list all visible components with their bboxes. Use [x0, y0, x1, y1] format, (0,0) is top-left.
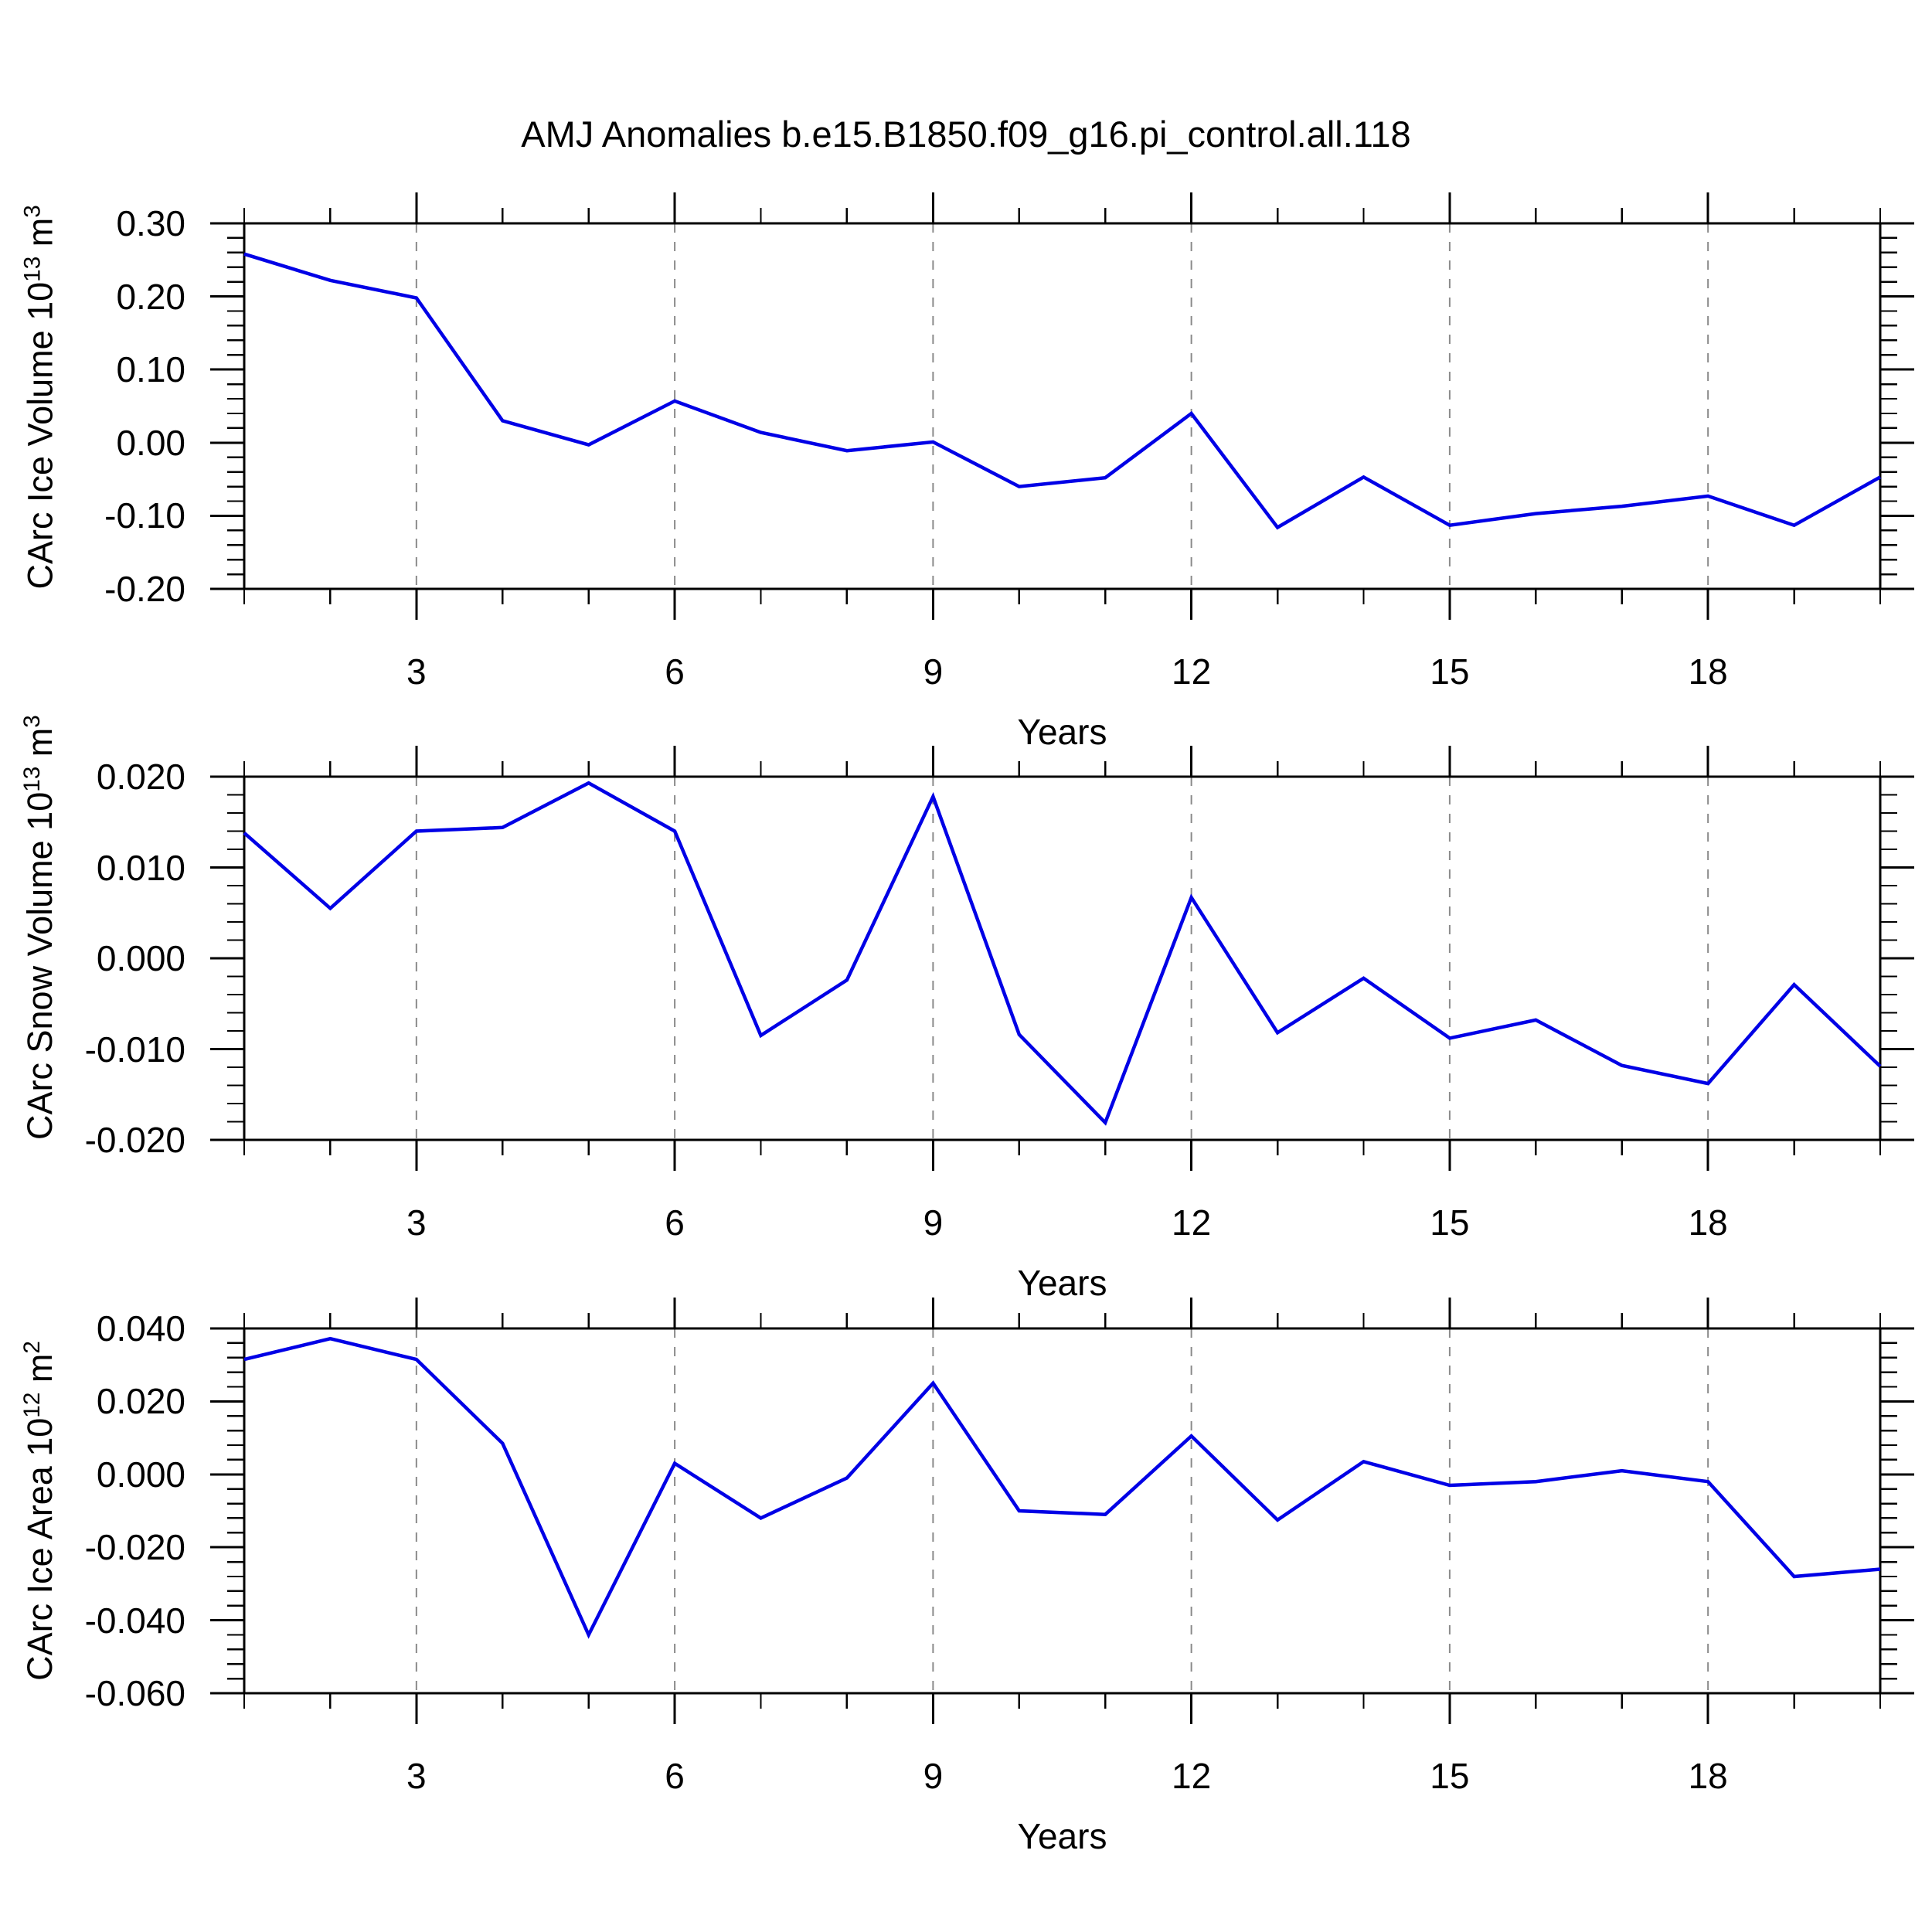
x-tick-label-ice-area: 6	[665, 1756, 685, 1796]
x-tick-label-ice-volume: 18	[1688, 651, 1728, 692]
x-axis-title-ice-volume: Years	[1017, 712, 1107, 752]
x-axis-title-ice-area: Years	[1017, 1816, 1107, 1856]
plot-box-ice-volume	[243, 222, 1882, 590]
x-tick-label-ice-volume: 3	[406, 651, 427, 692]
y-tick-label-snow-volume: 0.020	[96, 757, 185, 797]
y-tick-label-ice-area: 0.040	[96, 1308, 185, 1349]
y-tick-label-snow-volume: -0.020	[84, 1120, 185, 1160]
y-axis-title-text: m	[20, 727, 60, 767]
x-tick-label-ice-area: 9	[923, 1756, 944, 1796]
y-axis-title-superscript: 12	[19, 1392, 45, 1418]
x-tick-label-ice-area: 18	[1688, 1756, 1728, 1796]
x-tick-label-ice-area: 15	[1430, 1756, 1470, 1796]
y-axis-title-superscript: 3	[19, 204, 45, 218]
y-tick-label-ice-volume: -0.10	[104, 495, 185, 536]
data-line-ice-volume	[243, 252, 1882, 530]
y-tick-label-snow-volume: 0.000	[96, 938, 185, 978]
y-tick-label-ice-volume: 0.30	[116, 203, 185, 243]
y-tick-label-ice-volume: 0.00	[116, 422, 185, 463]
y-axis-title-superscript: 3	[19, 715, 45, 728]
x-tick-label-ice-volume: 9	[923, 651, 944, 692]
y-axis-title-ice-area: CArc Ice Area 1012 m2	[17, 1328, 63, 1693]
x-tick-label-ice-area: 3	[406, 1756, 427, 1796]
x-tick-label-snow-volume: 18	[1688, 1202, 1728, 1243]
y-tick-label-ice-area: 0.020	[96, 1381, 185, 1422]
x-tick-label-ice-volume: 15	[1430, 651, 1470, 692]
y-axis-title-superscript: 13	[19, 766, 45, 792]
y-axis-title-superscript: 13	[19, 256, 45, 282]
x-tick-label-snow-volume: 12	[1172, 1202, 1212, 1243]
x-tick-label-snow-volume: 9	[923, 1202, 944, 1243]
y-tick-label-ice-volume: -0.20	[104, 569, 185, 609]
x-tick-label-snow-volume: 3	[406, 1202, 427, 1243]
y-axis-title-snow-volume: CArc Snow Volume 1013 m3	[17, 715, 63, 1140]
ticks-snow-volume	[210, 746, 1914, 1171]
ticks-ice-area	[210, 1298, 1914, 1724]
y-tick-label-ice-area: 0.000	[96, 1454, 185, 1495]
data-line-ice-area	[243, 1336, 1881, 1639]
panel-ice-volume	[210, 192, 1914, 620]
y-axis-title-text: CArc Ice Volume 10	[20, 281, 60, 589]
gridlines-snow-volume	[415, 777, 1709, 1140]
ticks-ice-volume	[210, 192, 1914, 620]
x-tick-label-ice-volume: 12	[1172, 651, 1212, 692]
x-tick-label-ice-area: 12	[1172, 1756, 1212, 1796]
y-axis-title-text: CArc Ice Area 10	[20, 1417, 60, 1681]
y-tick-label-ice-volume: 0.20	[116, 276, 185, 317]
y-axis-title-superscript: 2	[19, 1341, 45, 1354]
x-tick-label-ice-volume: 6	[665, 651, 685, 692]
x-tick-label-snow-volume: 6	[665, 1202, 685, 1243]
gridlines-ice-area	[415, 1328, 1709, 1693]
panel-ice-area	[210, 1298, 1914, 1724]
y-axis-title-text: CArc Snow Volume 10	[20, 791, 60, 1140]
y-tick-label-snow-volume: -0.010	[84, 1029, 185, 1070]
y-axis-title-text: m	[20, 1353, 60, 1393]
y-tick-label-ice-area: -0.020	[84, 1527, 185, 1568]
plot-box-ice-area	[243, 1327, 1882, 1695]
y-tick-label-snow-volume: 0.010	[96, 847, 185, 888]
x-tick-label-snow-volume: 15	[1430, 1202, 1470, 1243]
y-axis-title-ice-volume: CArc Ice Volume 1013 m3	[17, 205, 63, 589]
gridlines-ice-volume	[415, 223, 1709, 589]
plot-box-snow-volume	[243, 775, 1882, 1141]
data-line-snow-volume	[243, 781, 1882, 1126]
x-axis-title-snow-volume: Years	[1017, 1263, 1107, 1303]
y-tick-label-ice-area: -0.060	[84, 1673, 185, 1713]
figure-title: AMJ Anomalies b.e15.B1850.f09_g16.pi_con…	[521, 114, 1411, 155]
panel-snow-volume	[210, 746, 1914, 1171]
y-axis-title-text: m	[20, 217, 60, 257]
y-tick-label-ice-area: -0.040	[84, 1600, 185, 1641]
y-tick-label-ice-volume: 0.10	[116, 349, 185, 390]
